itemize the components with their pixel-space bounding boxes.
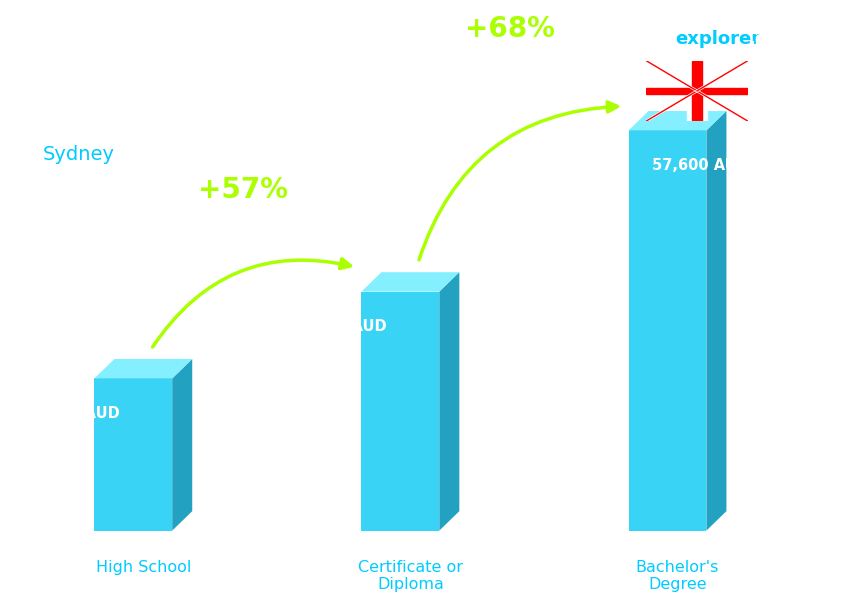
Polygon shape	[628, 130, 706, 531]
Text: .com: .com	[748, 30, 796, 48]
Text: High School: High School	[95, 560, 191, 574]
Text: +68%: +68%	[465, 15, 555, 43]
Text: 34,400 AUD: 34,400 AUD	[290, 319, 387, 334]
Text: Bachelor's
Degree: Bachelor's Degree	[636, 560, 719, 592]
Polygon shape	[361, 291, 439, 531]
Polygon shape	[706, 111, 727, 531]
Text: salary: salary	[612, 30, 673, 48]
Bar	[646, 88, 748, 94]
Polygon shape	[94, 359, 192, 379]
Text: +57%: +57%	[198, 176, 288, 204]
Text: Sydney: Sydney	[42, 145, 115, 164]
Bar	[646, 85, 748, 97]
Bar	[687, 61, 707, 121]
Polygon shape	[628, 111, 727, 130]
Text: Salary Comparison By Education: Salary Comparison By Education	[42, 42, 599, 72]
Polygon shape	[94, 379, 173, 531]
FancyArrowPatch shape	[153, 259, 350, 347]
Text: Average Yearly Salary: Average Yearly Salary	[819, 242, 830, 364]
Polygon shape	[173, 359, 192, 531]
Text: Cashier: Cashier	[42, 109, 116, 128]
Bar	[692, 61, 702, 121]
Text: explorer: explorer	[676, 30, 761, 48]
Polygon shape	[361, 272, 459, 291]
Text: Certificate or
Diploma: Certificate or Diploma	[358, 560, 463, 592]
Polygon shape	[439, 272, 459, 531]
Text: 21,900 AUD: 21,900 AUD	[23, 405, 119, 421]
FancyArrowPatch shape	[419, 102, 617, 260]
Text: 57,600 AUD: 57,600 AUD	[653, 158, 749, 173]
